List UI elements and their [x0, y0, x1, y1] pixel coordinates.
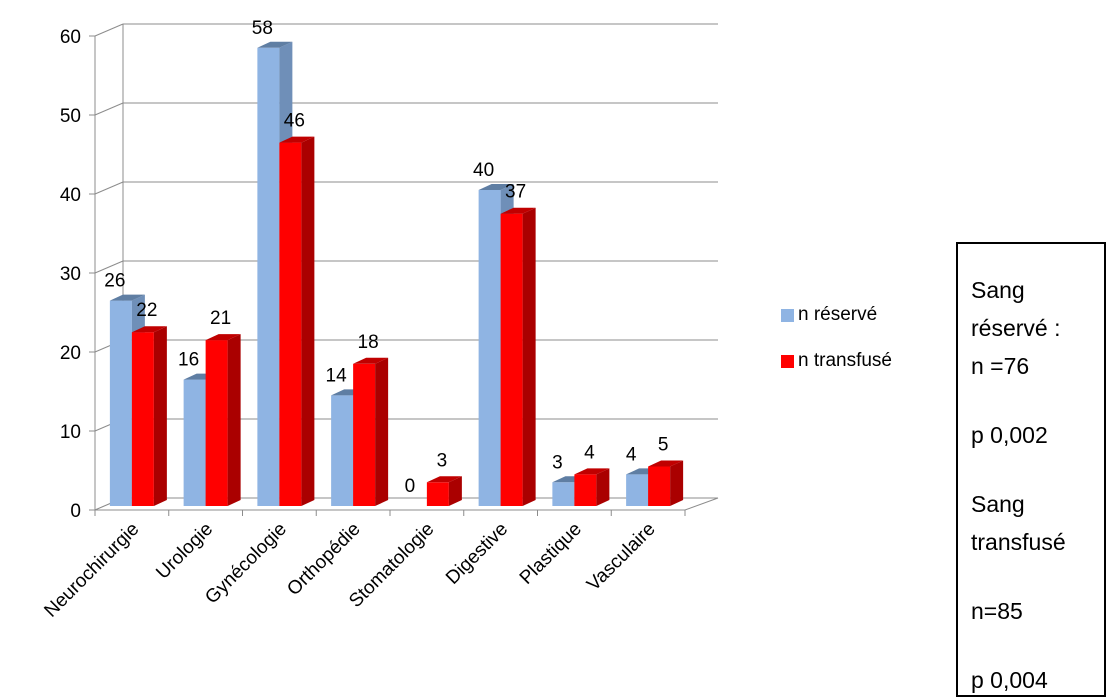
- x-tick-label: Vasculaire: [583, 519, 660, 596]
- data-label-transfused: 3: [437, 450, 448, 471]
- stats-reserved-label-2: réservé :: [971, 315, 1061, 341]
- bar-reserved: [257, 47, 280, 507]
- data-label-reserved: 14: [326, 365, 348, 386]
- bar-side-transfused: [153, 326, 167, 506]
- x-axis-tick-labels: Neurochirurgie UrologieGynécologieOrthopé…: [40, 519, 659, 622]
- data-label-transfused: 4: [584, 442, 595, 463]
- legend-label-reserved: n réservé: [798, 304, 878, 325]
- stats-transfused-p: p 0,004: [971, 667, 1048, 693]
- bar-transfused: [131, 332, 154, 506]
- stats-transfused-n: n=85: [971, 598, 1023, 624]
- legend-item-reserved: n réservé: [781, 302, 892, 328]
- bar-side-transfused: [227, 334, 241, 506]
- data-label-reserved: 16: [178, 350, 199, 371]
- bar-top-reserved: [257, 41, 293, 48]
- statistics-box: Sang réservé : n =76 p 0,002 Sang transf…: [956, 242, 1106, 697]
- stats-transfused-label-2: transfusé: [971, 529, 1066, 555]
- bar-top-transfused: [353, 357, 389, 364]
- data-label-reserved: 58: [252, 18, 273, 39]
- x-tick-label: Neurochirurgie: [40, 519, 143, 622]
- bar-top-transfused: [279, 136, 315, 143]
- side-wall-gridline: [94, 181, 124, 195]
- bar-side-transfused: [375, 357, 389, 506]
- chart-axes: [89, 24, 719, 516]
- stats-reserved-label-1: Sang: [971, 277, 1025, 303]
- bar-top-transfused: [205, 334, 241, 341]
- y-tick-label: 0: [70, 501, 81, 522]
- data-label-reserved: 4: [626, 444, 637, 465]
- bar-top-transfused: [426, 476, 462, 483]
- data-label-transfused: 18: [358, 332, 379, 353]
- y-tick-label: 10: [60, 422, 81, 443]
- legend-item-transfused: n transfusé: [781, 348, 892, 374]
- data-label-transfused: 46: [284, 111, 305, 132]
- bar-transfused: [500, 213, 523, 506]
- data-label-reserved: 40: [473, 160, 494, 181]
- stats-reserved-p: p 0,002: [971, 422, 1048, 448]
- bar-top-reserved: [478, 184, 514, 190]
- stats-transfused-label-1: Sang: [971, 491, 1025, 517]
- bar-transfused: [279, 142, 302, 506]
- bars: [109, 41, 684, 507]
- bar-reserved: [331, 395, 354, 506]
- data-label-transfused: 37: [505, 182, 526, 203]
- bar-top-transfused: [500, 207, 536, 214]
- stats-reserved-n: n =76: [971, 353, 1030, 379]
- bar-transfused: [574, 474, 597, 506]
- bar-top-reserved: [109, 294, 145, 301]
- data-label-reserved: 26: [104, 271, 125, 292]
- bar-side-transfused: [301, 136, 315, 506]
- bar-reserved: [183, 379, 206, 506]
- bar-side-transfused: [522, 207, 536, 506]
- bar-top-transfused: [131, 326, 167, 333]
- bar-reserved: [478, 190, 501, 506]
- side-wall-gridline: [94, 102, 124, 116]
- bar-reserved: [626, 474, 649, 506]
- bar-top-transfused: [648, 460, 684, 467]
- x-tick-label: Urologie: [152, 519, 217, 584]
- legend-swatch-reserved: [781, 308, 794, 322]
- y-tick-label: 60: [60, 27, 81, 48]
- legend: n réservé n transfusé: [781, 302, 892, 394]
- data-label-reserved: 0: [405, 476, 416, 497]
- bar-top-transfused: [574, 468, 610, 475]
- data-label-transfused: 21: [210, 308, 231, 329]
- y-tick-label: 30: [60, 264, 81, 285]
- data-label-reserved: 3: [552, 452, 563, 473]
- y-tick-label: 20: [60, 343, 81, 364]
- y-tick-label: 50: [60, 106, 81, 127]
- bar-side-transfused: [596, 468, 610, 506]
- bar-side-transfused: [670, 460, 684, 506]
- bar-transfused: [205, 340, 228, 506]
- y-tick-label: 40: [60, 185, 81, 206]
- x-tick-label: Digestive: [442, 519, 512, 589]
- bar-transfused: [353, 363, 376, 506]
- data-label-transfused: 5: [658, 435, 669, 456]
- bar-transfused: [648, 466, 671, 506]
- bar-reserved: [109, 300, 132, 506]
- data-label-transfused: 22: [136, 300, 157, 321]
- x-tick-label: Orthopédie: [283, 519, 364, 600]
- side-wall-gridline: [94, 260, 124, 274]
- y-axis-tick-labels: 0 10 20 30 40 50 60: [60, 27, 81, 522]
- side-wall-gridline: [94, 23, 124, 37]
- legend-swatch-transfused: [781, 354, 794, 368]
- bar-transfused: [426, 482, 449, 506]
- x-tick-label: Plastique: [516, 519, 586, 589]
- legend-label-transfused: n transfusé: [798, 350, 892, 371]
- bar-side-transfused: [448, 476, 462, 506]
- bar-reserved: [552, 482, 575, 506]
